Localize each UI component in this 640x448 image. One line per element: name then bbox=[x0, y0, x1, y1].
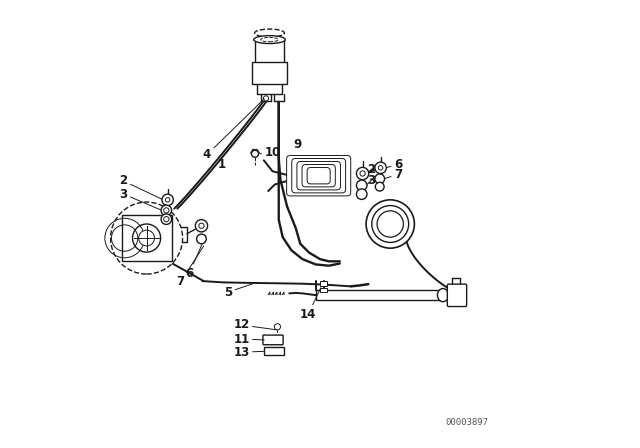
Circle shape bbox=[366, 200, 414, 248]
FancyBboxPatch shape bbox=[252, 62, 287, 83]
Text: 7: 7 bbox=[384, 168, 402, 181]
Circle shape bbox=[139, 230, 154, 246]
Text: 7: 7 bbox=[177, 246, 204, 289]
Text: 2: 2 bbox=[367, 163, 376, 176]
FancyBboxPatch shape bbox=[319, 281, 328, 286]
FancyBboxPatch shape bbox=[264, 347, 284, 355]
Circle shape bbox=[264, 96, 269, 101]
Circle shape bbox=[356, 168, 369, 180]
Ellipse shape bbox=[438, 289, 449, 302]
Circle shape bbox=[375, 174, 385, 184]
Text: 11: 11 bbox=[234, 332, 264, 345]
Circle shape bbox=[162, 194, 173, 206]
Text: 6: 6 bbox=[386, 158, 402, 171]
Circle shape bbox=[166, 198, 170, 202]
Text: 3: 3 bbox=[366, 173, 376, 187]
Text: 13: 13 bbox=[234, 346, 264, 359]
Circle shape bbox=[356, 180, 367, 191]
Circle shape bbox=[199, 223, 204, 228]
Text: 5: 5 bbox=[224, 283, 254, 298]
Text: 14: 14 bbox=[300, 288, 321, 320]
Ellipse shape bbox=[255, 29, 284, 37]
Circle shape bbox=[164, 216, 169, 222]
Circle shape bbox=[360, 171, 365, 176]
FancyBboxPatch shape bbox=[316, 290, 441, 300]
FancyBboxPatch shape bbox=[320, 288, 327, 292]
FancyBboxPatch shape bbox=[122, 215, 172, 261]
Circle shape bbox=[356, 189, 367, 199]
Circle shape bbox=[164, 208, 169, 213]
Circle shape bbox=[111, 202, 182, 274]
Text: 1: 1 bbox=[218, 158, 227, 171]
Text: 8: 8 bbox=[317, 177, 335, 190]
Circle shape bbox=[132, 224, 161, 252]
Circle shape bbox=[161, 214, 172, 224]
Text: 3: 3 bbox=[120, 188, 162, 211]
Text: 2: 2 bbox=[120, 174, 163, 200]
Circle shape bbox=[195, 220, 207, 232]
Text: 9: 9 bbox=[294, 138, 302, 151]
Text: 12: 12 bbox=[234, 319, 276, 332]
Circle shape bbox=[375, 182, 384, 191]
Text: 00003897: 00003897 bbox=[445, 418, 488, 427]
Circle shape bbox=[275, 323, 280, 330]
Text: 6: 6 bbox=[186, 235, 206, 280]
FancyBboxPatch shape bbox=[263, 335, 283, 345]
Circle shape bbox=[161, 205, 172, 215]
Ellipse shape bbox=[253, 36, 285, 43]
FancyBboxPatch shape bbox=[287, 155, 351, 196]
Circle shape bbox=[375, 162, 387, 173]
FancyBboxPatch shape bbox=[447, 284, 467, 306]
Circle shape bbox=[378, 166, 383, 170]
Text: 10: 10 bbox=[260, 146, 280, 159]
Text: 4: 4 bbox=[203, 99, 264, 161]
Circle shape bbox=[252, 150, 259, 157]
Circle shape bbox=[196, 234, 206, 244]
